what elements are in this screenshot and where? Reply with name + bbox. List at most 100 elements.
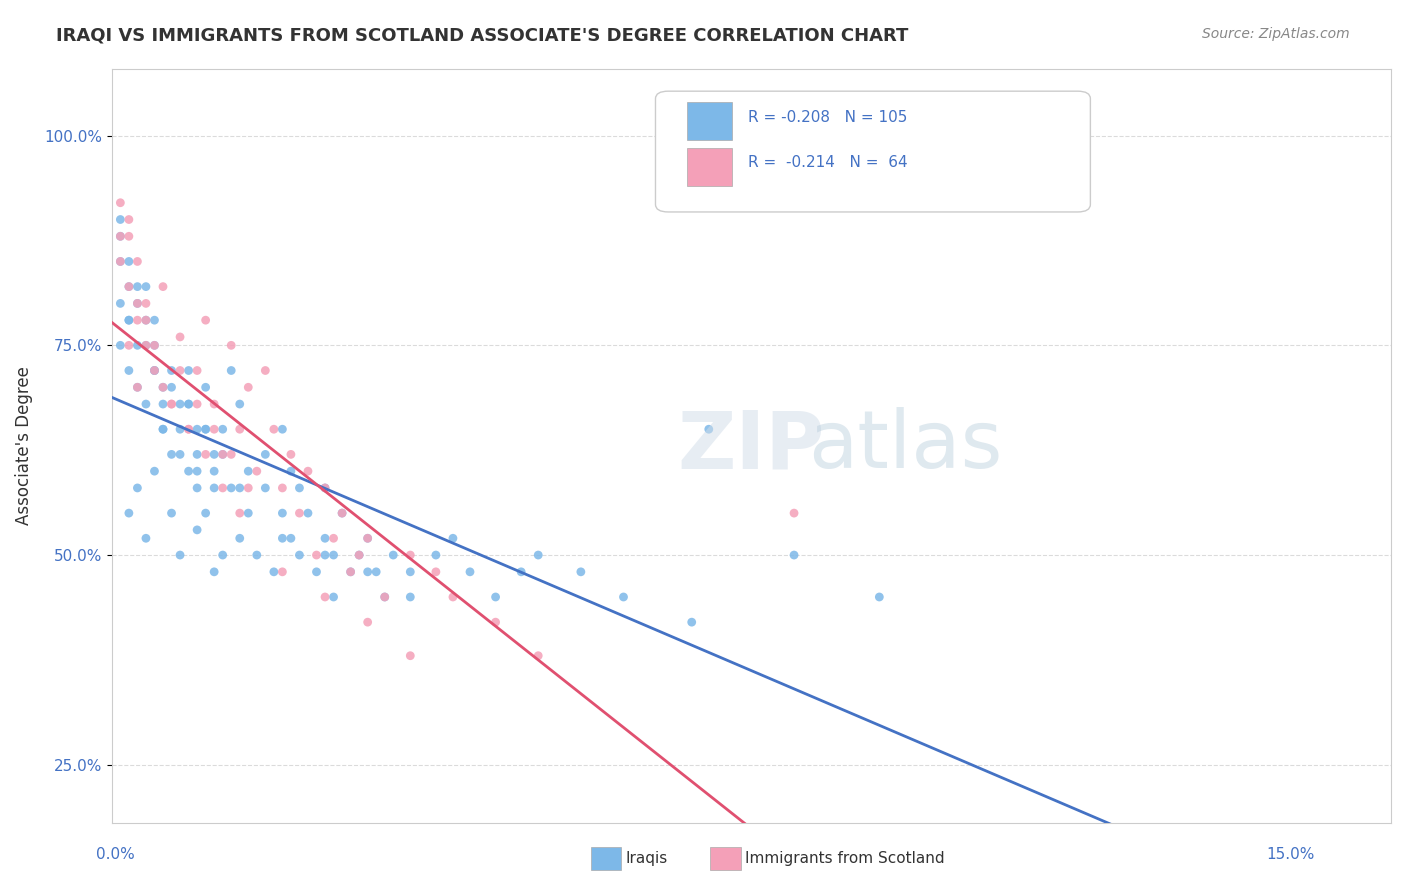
Point [110, 212, 132, 227]
Point [229, 531, 252, 545]
Point [186, 481, 208, 495]
Text: Immigrants from Scotland: Immigrants from Scotland [745, 852, 945, 866]
Point [297, 506, 319, 520]
Point [118, 279, 141, 293]
Point [374, 590, 396, 604]
Point [202, 422, 225, 436]
Point [254, 481, 277, 495]
Point [219, 447, 242, 461]
Point [118, 313, 141, 327]
Point [169, 447, 191, 461]
Point [322, 590, 344, 604]
Point [177, 422, 200, 436]
Point [127, 296, 149, 310]
Point [425, 565, 447, 579]
Point [280, 447, 302, 461]
Point [229, 506, 252, 520]
Point [211, 422, 233, 436]
Point [135, 338, 157, 352]
Point [194, 447, 217, 461]
Point [177, 464, 200, 478]
Point [118, 313, 141, 327]
Point [288, 548, 311, 562]
Y-axis label: Associate's Degree: Associate's Degree [15, 367, 32, 525]
Point [612, 590, 634, 604]
Point [527, 648, 550, 663]
FancyBboxPatch shape [688, 103, 733, 140]
Point [330, 506, 353, 520]
Point [238, 380, 260, 394]
Text: 15.0%: 15.0% [1267, 847, 1315, 862]
Point [118, 506, 141, 520]
Point [186, 397, 208, 411]
Point [238, 481, 260, 495]
Point [441, 590, 464, 604]
Point [356, 531, 378, 545]
Point [143, 313, 166, 327]
Point [118, 363, 141, 377]
Point [569, 565, 592, 579]
Point [271, 506, 294, 520]
Point [783, 506, 806, 520]
Point [135, 279, 157, 293]
Point [399, 565, 422, 579]
Point [110, 254, 132, 268]
Point [347, 548, 370, 562]
Point [425, 548, 447, 562]
Point [382, 548, 405, 562]
Point [202, 565, 225, 579]
Point [510, 565, 533, 579]
Point [347, 548, 370, 562]
Point [238, 464, 260, 478]
Point [263, 422, 285, 436]
Point [169, 548, 191, 562]
Point [143, 363, 166, 377]
Point [177, 397, 200, 411]
Point [484, 615, 506, 629]
Point [177, 397, 200, 411]
Point [441, 531, 464, 545]
Point [288, 481, 311, 495]
Text: Source: ZipAtlas.com: Source: ZipAtlas.com [1202, 27, 1350, 41]
Point [127, 338, 149, 352]
Point [186, 523, 208, 537]
Point [186, 447, 208, 461]
Point [186, 464, 208, 478]
FancyBboxPatch shape [655, 91, 1091, 212]
Point [160, 380, 183, 394]
Point [127, 481, 149, 495]
Point [160, 363, 183, 377]
Point [254, 363, 277, 377]
Point [219, 338, 242, 352]
Point [169, 397, 191, 411]
Point [271, 422, 294, 436]
Point [356, 565, 378, 579]
Point [246, 548, 269, 562]
Point [314, 531, 336, 545]
Point [246, 464, 269, 478]
Text: atlas: atlas [807, 407, 1002, 485]
Point [135, 313, 157, 327]
Point [160, 447, 183, 461]
Point [127, 380, 149, 394]
Point [143, 363, 166, 377]
Point [271, 531, 294, 545]
Point [229, 481, 252, 495]
Point [127, 296, 149, 310]
Point [374, 590, 396, 604]
Point [263, 565, 285, 579]
Point [177, 422, 200, 436]
Point [194, 380, 217, 394]
Point [322, 531, 344, 545]
Point [697, 422, 720, 436]
Point [271, 481, 294, 495]
Point [169, 363, 191, 377]
Point [194, 422, 217, 436]
Point [135, 313, 157, 327]
Point [314, 548, 336, 562]
Text: Iraqis: Iraqis [626, 852, 668, 866]
Point [612, 841, 634, 855]
Point [143, 363, 166, 377]
Point [152, 380, 174, 394]
Point [305, 548, 328, 562]
